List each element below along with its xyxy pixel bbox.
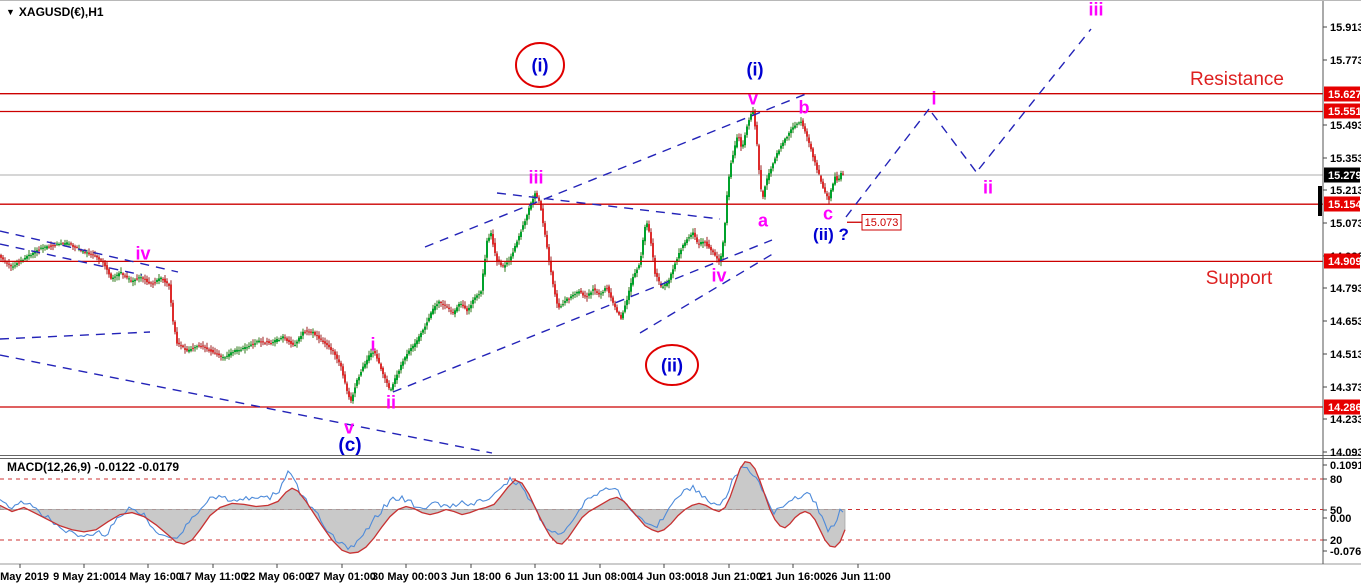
price-callout[interactable]: 15.073 — [847, 214, 902, 231]
svg-text:ii: ii — [386, 392, 396, 412]
svg-text:3 Jun 18:00: 3 Jun 18:00 — [441, 571, 501, 583]
svg-text:(i): (i) — [747, 59, 764, 79]
price-axis[interactable]: 15.913 15.773 15.493 15.353 15.213 15.073 14.9… — [1318, 22, 1361, 558]
svg-text:(ii) ?: (ii) ? — [813, 225, 849, 244]
macd-indicator-label: MACD(12,26,9) -0.0122 -0.0179 — [7, 460, 180, 474]
price-badge-14.286: 14.286 — [1324, 399, 1361, 415]
svg-text:14.793: 14.793 — [1330, 283, 1361, 295]
svg-text:26 Jun 11:00: 26 Jun 11:00 — [825, 571, 890, 583]
svg-text:15.154: 15.154 — [1328, 199, 1361, 211]
svg-text:14.093: 14.093 — [1330, 447, 1361, 459]
svg-text:11 Jun 08:00: 11 Jun 08:00 — [567, 571, 632, 583]
svg-text:14.653: 14.653 — [1330, 316, 1361, 328]
symbol-dropdown-icon[interactable]: ▼ — [6, 7, 15, 17]
svg-text:i: i — [931, 88, 936, 108]
svg-text:ii: ii — [983, 177, 993, 197]
svg-text:(i): (i) — [532, 55, 549, 75]
svg-text:15.073: 15.073 — [865, 217, 899, 229]
svg-text:b: b — [799, 97, 810, 117]
horizontal-levels[interactable] — [0, 93, 1323, 408]
svg-text:v: v — [344, 417, 354, 437]
svg-text:a: a — [758, 210, 769, 230]
svg-text:iv: iv — [135, 243, 150, 263]
svg-text:18 Jun 21:00: 18 Jun 21:00 — [696, 571, 762, 583]
svg-text:14.373: 14.373 — [1330, 382, 1361, 394]
wave-circle — [515, 42, 565, 88]
svg-text:c: c — [823, 203, 833, 223]
svg-text:14 May 16:00: 14 May 16:00 — [114, 571, 182, 583]
svg-text:14.233: 14.233 — [1330, 414, 1361, 426]
svg-text:(ii): (ii) — [661, 355, 683, 375]
svg-text:15.213: 15.213 — [1330, 185, 1361, 197]
svg-text:14.286: 14.286 — [1328, 402, 1361, 414]
svg-text:14 Jun 03:00: 14 Jun 03:00 — [631, 571, 697, 583]
svg-text:0.00: 0.00 — [1330, 513, 1351, 525]
price-badge-15.279: 15.279 — [1324, 167, 1361, 183]
price-badge-15.627: 15.627 — [1324, 86, 1361, 102]
svg-text:iv: iv — [711, 265, 726, 285]
oscillator-line — [0, 466, 844, 551]
svg-text:14.909: 14.909 — [1328, 256, 1361, 268]
svg-text:15.551: 15.551 — [1328, 106, 1361, 118]
price-badge-15.551: 15.551 — [1324, 103, 1361, 119]
sr-labels: Resistance Support — [1190, 69, 1284, 289]
svg-text:9 May 21:00: 9 May 21:00 — [53, 571, 115, 583]
svg-text:15.073: 15.073 — [1330, 218, 1361, 230]
svg-text:21 Jun 16:00: 21 Jun 16:00 — [760, 571, 826, 583]
svg-text:(c): (c) — [338, 435, 361, 456]
svg-text:Support: Support — [1206, 268, 1273, 289]
svg-text:Resistance: Resistance — [1190, 69, 1284, 90]
svg-text:7 May 2019: 7 May 2019 — [0, 571, 49, 583]
macd-pane — [0, 460, 1323, 554]
svg-text:15.773: 15.773 — [1330, 55, 1361, 67]
price-badge-15.154: 15.154 — [1324, 196, 1361, 212]
macd-signal-line — [0, 460, 846, 554]
trendlines[interactable] — [0, 28, 1092, 454]
svg-text:-0.0767: -0.0767 — [1330, 546, 1361, 558]
pane-separator[interactable] — [0, 1, 1361, 565]
svg-text:50: 50 — [1330, 505, 1342, 517]
svg-text:17 May 11:00: 17 May 11:00 — [179, 571, 246, 583]
svg-text:80: 80 — [1330, 474, 1342, 486]
svg-text:iii: iii — [528, 167, 543, 187]
svg-text:15.627: 15.627 — [1328, 89, 1361, 101]
svg-text:30 May 00:00: 30 May 00:00 — [372, 571, 440, 583]
candles — [0, 107, 844, 404]
svg-text:14.513: 14.513 — [1330, 349, 1361, 361]
symbol-title-text: XAGUSD(€),H1 — [18, 5, 104, 19]
svg-text:v: v — [748, 88, 758, 108]
svg-text:i: i — [370, 334, 375, 354]
chart-title: ▼ XAGUSD(€),H1 — [6, 5, 104, 19]
svg-text:15.493: 15.493 — [1330, 120, 1361, 132]
svg-text:27 May 01:00: 27 May 01:00 — [308, 571, 376, 583]
svg-text:6 Jun 13:00: 6 Jun 13:00 — [505, 571, 565, 583]
svg-text:iii: iii — [1088, 1, 1103, 19]
svg-text:15.279: 15.279 — [1328, 170, 1361, 182]
macd-histogram-fill — [0, 461, 846, 554]
svg-text:15.913: 15.913 — [1330, 22, 1361, 34]
wave-circle — [645, 344, 699, 386]
svg-text:0.1091: 0.1091 — [1330, 460, 1361, 472]
svg-text:15.353: 15.353 — [1330, 153, 1361, 165]
svg-text:22 May 06:00: 22 May 06:00 — [243, 571, 311, 583]
svg-text:20: 20 — [1330, 535, 1342, 547]
axis-marker — [1318, 186, 1322, 216]
price-badge-14.909: 14.909 — [1324, 253, 1361, 269]
